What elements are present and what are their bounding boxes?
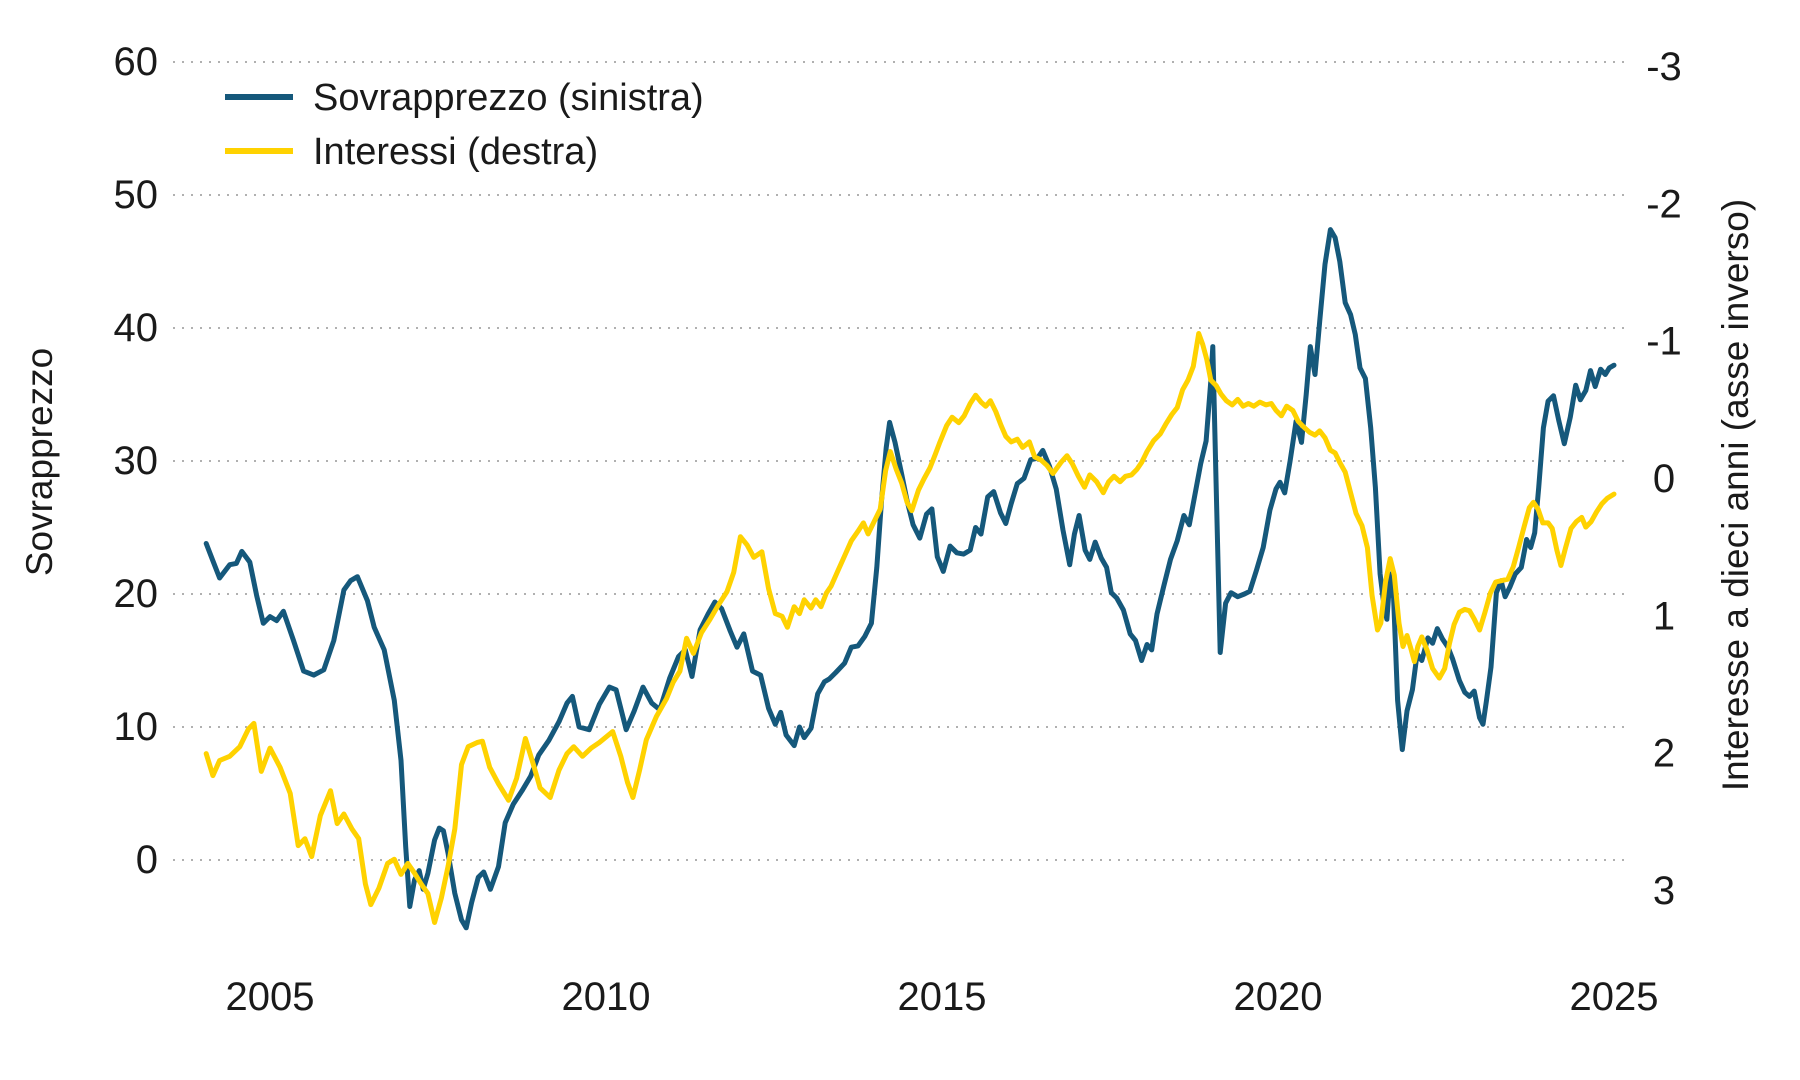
series-line-interessi (203, 331, 1617, 925)
left-axis-tick-label: 0 (136, 838, 158, 882)
series-lines (203, 227, 1617, 931)
x-axis-tick-label: 2025 (1570, 975, 1659, 1019)
series-line-sovrapprezzo (203, 227, 1617, 931)
legend-label-interessi: Interessi (destra) (313, 131, 598, 173)
left-axis-tick-label: 10 (114, 705, 159, 749)
x-axis-tick-label: 2020 (1234, 975, 1323, 1019)
left-axis-tick-label: 60 (114, 40, 159, 84)
legend: Sovrapprezzo (sinistra) Interessi (destr… (225, 77, 704, 173)
left-axis-title: Sovrapprezzo (19, 348, 60, 576)
legend-label-sovrapprezzo: Sovrapprezzo (sinistra) (313, 77, 704, 119)
right-axis-tick-label: 3 (1653, 869, 1675, 913)
right-axis-tick-label: 0 (1653, 457, 1675, 501)
right-axis-title: Interesse a dieci anni (asse inverso) (1715, 199, 1756, 791)
left-axis-tick-label: 20 (114, 572, 159, 616)
gridlines (173, 61, 1630, 861)
right-axis-tick-label: -2 (1646, 182, 1682, 226)
axis-tick-labels: 0 10 20 30 40 50 60 -3 -2 -1 0 1 2 3 2005 2010 2015 2020 2… (114, 40, 1682, 1019)
right-axis-tick-label: -3 (1646, 45, 1682, 89)
left-axis-tick-label: 30 (114, 439, 159, 483)
right-axis-tick-label: -1 (1646, 320, 1682, 364)
x-axis-tick-label: 2015 (898, 975, 987, 1019)
left-axis-tick-label: 50 (114, 173, 159, 217)
x-axis-tick-label: 2010 (562, 975, 651, 1019)
right-axis-tick-label: 2 (1653, 732, 1675, 776)
right-axis-tick-label: 1 (1653, 594, 1675, 638)
x-axis-tick-label: 2005 (226, 975, 315, 1019)
left-axis-tick-label: 40 (114, 306, 159, 350)
